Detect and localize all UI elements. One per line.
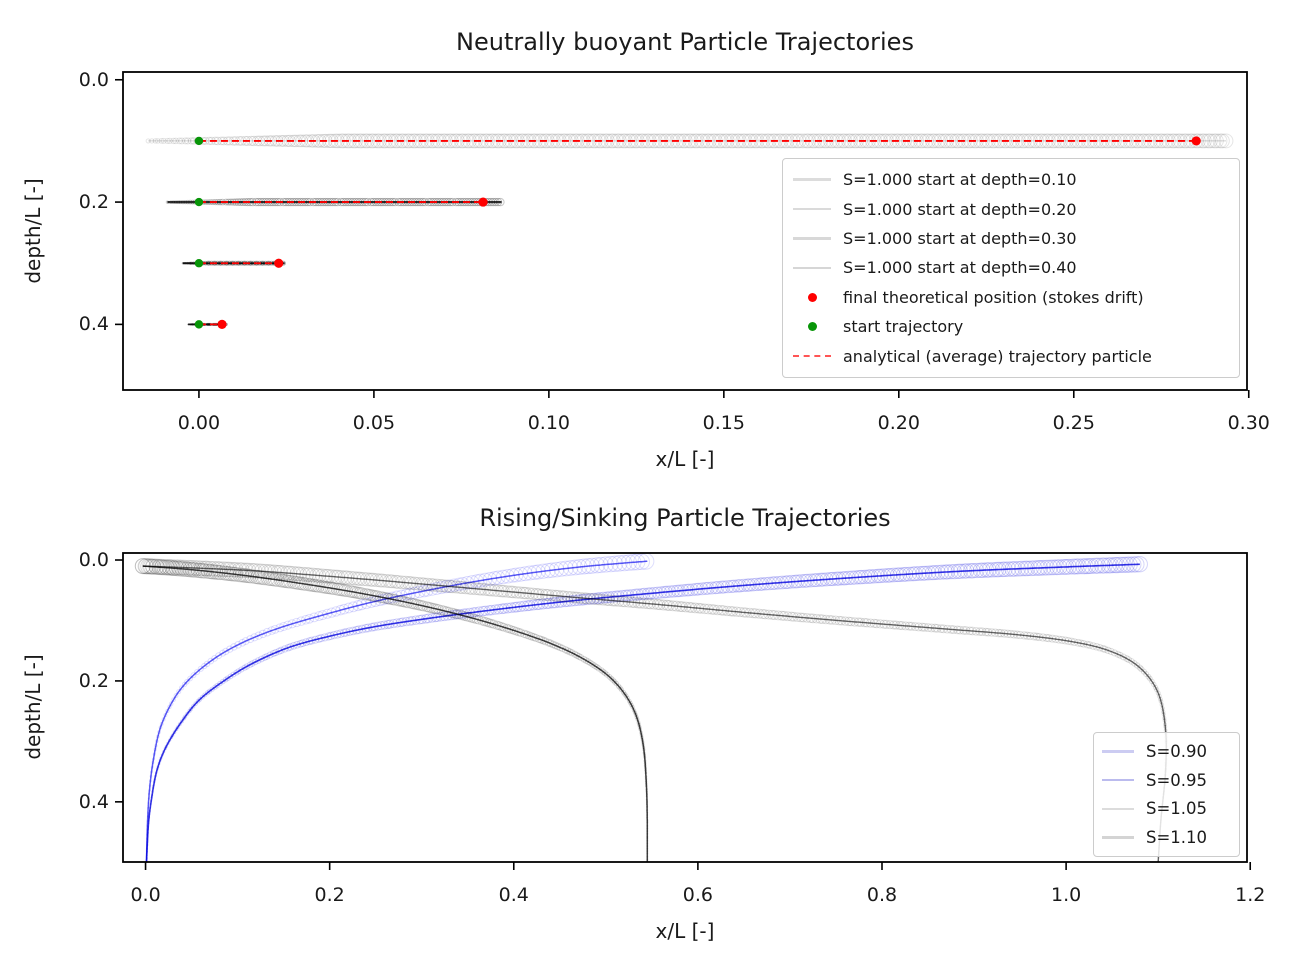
bottom-chart-title: Rising/Sinking Particle Trajectories bbox=[479, 504, 891, 532]
x-tick-label: 0.8 bbox=[866, 884, 898, 906]
start-position-dot-swatch bbox=[793, 322, 831, 332]
final-position-dot bbox=[1191, 136, 1201, 146]
x-tick-label: 0.20 bbox=[877, 412, 920, 434]
x-tick-label: 0.6 bbox=[682, 884, 713, 906]
top-yaxis-label: depth/L [-] bbox=[21, 178, 45, 284]
plot-series-fig0 bbox=[145, 133, 1234, 329]
trajectory-tube bbox=[145, 556, 1148, 862]
trajectory-line-swatch bbox=[1102, 778, 1134, 782]
bottom-xaxis-label: x/L [-] bbox=[655, 919, 715, 943]
legend-label: start trajectory bbox=[843, 317, 964, 337]
legend-entry: S=1.05 bbox=[1102, 799, 1231, 818]
start-position-dot bbox=[194, 197, 204, 207]
x-tick-label: 0.05 bbox=[352, 412, 396, 434]
top-xaxis-label: x/L [-] bbox=[655, 447, 715, 471]
start-position-dot bbox=[194, 259, 204, 268]
dashed-line-swatch bbox=[793, 355, 831, 358]
trajectory-line-swatch bbox=[1102, 750, 1134, 753]
x-tick-label: 0.4 bbox=[498, 884, 529, 906]
trajectory-line-swatch bbox=[793, 178, 831, 181]
final-position-dot-swatch bbox=[793, 292, 831, 302]
legend-entry: S=1.000 start at depth=0.20 bbox=[793, 200, 1229, 219]
x-tick-label: 1.2 bbox=[1235, 884, 1266, 906]
final-position-dot bbox=[217, 319, 227, 329]
trajectory-line-swatch bbox=[793, 266, 831, 270]
legend-entry: S=1.000 start at depth=0.30 bbox=[793, 229, 1229, 248]
legend-label: S=1.000 start at depth=0.40 bbox=[843, 258, 1077, 278]
x-tick-label: 0.2 bbox=[314, 884, 345, 906]
legend-entry: S=1.000 start at depth=0.10 bbox=[793, 170, 1229, 189]
x-tick-label: 0.00 bbox=[177, 412, 221, 434]
legend-label: S=0.90 bbox=[1146, 741, 1208, 761]
top-chart-title: Neutrally buoyant Particle Trajectories bbox=[456, 28, 914, 56]
legend-label: S=1.000 start at depth=0.30 bbox=[843, 229, 1077, 249]
x-tick-label: 0.0 bbox=[130, 884, 161, 906]
y-tick-label: 0.4 bbox=[78, 313, 109, 336]
legend-entry: S=0.90 bbox=[1102, 742, 1231, 761]
legend-label: S=1.000 start at depth=0.10 bbox=[843, 170, 1077, 190]
plot-series-fig1 bbox=[134, 553, 1168, 862]
legend-entry: analytical (average) trajectory particle bbox=[793, 347, 1229, 366]
legend-label: S=1.10 bbox=[1146, 828, 1208, 848]
y-tick-label: 0.0 bbox=[78, 68, 109, 91]
y-tick-label: 0.4 bbox=[78, 790, 109, 813]
x-tick-label: 0.25 bbox=[1052, 412, 1095, 434]
top-chart-legend: S=1.000 start at depth=0.10 S=1.000 star… bbox=[782, 158, 1240, 378]
trajectory-tube bbox=[145, 553, 655, 862]
trajectory-line-swatch bbox=[793, 237, 831, 240]
trajectory-tube bbox=[134, 558, 649, 862]
legend-entry: S=0.95 bbox=[1102, 771, 1231, 790]
legend-label: final theoretical position (stokes drift… bbox=[843, 287, 1144, 307]
axes-frame bbox=[122, 552, 1248, 863]
trajectory-tube bbox=[134, 558, 1168, 862]
axes-frame bbox=[122, 71, 1248, 391]
y-tick-label: 0.2 bbox=[78, 669, 109, 692]
x-tick-label: 0.30 bbox=[1227, 412, 1270, 434]
legend-entry: S=1.000 start at depth=0.40 bbox=[793, 258, 1229, 277]
start-position-dot bbox=[194, 136, 204, 146]
x-tick-label: 0.15 bbox=[702, 412, 745, 434]
final-position-dot bbox=[274, 258, 284, 268]
bottom-yaxis-label: depth/L [-] bbox=[21, 654, 45, 760]
legend-label: S=0.95 bbox=[1146, 770, 1208, 790]
legend-entry: final theoretical position (stokes drift… bbox=[793, 288, 1229, 307]
start-position-dot bbox=[194, 320, 204, 329]
legend-label: analytical (average) trajectory particle bbox=[843, 346, 1152, 366]
legend-entry: S=1.10 bbox=[1102, 828, 1231, 847]
trajectory-line-swatch bbox=[793, 207, 831, 211]
y-tick-label: 0.0 bbox=[78, 549, 109, 571]
y-tick-label: 0.2 bbox=[78, 191, 109, 214]
legend-entry: start trajectory bbox=[793, 317, 1229, 336]
x-tick-label: 1.0 bbox=[1051, 884, 1082, 906]
x-tick-label: 0.10 bbox=[527, 412, 571, 434]
legend-label: S=1.000 start at depth=0.20 bbox=[843, 199, 1077, 219]
legend-label: S=1.05 bbox=[1146, 799, 1208, 819]
bottom-chart-legend: S=0.90 S=0.95 S=1.05 S=1.10 bbox=[1093, 732, 1240, 857]
trajectory-line-swatch bbox=[1102, 807, 1134, 811]
trajectory-line-swatch bbox=[1102, 836, 1134, 839]
final-position-dot bbox=[478, 197, 488, 207]
